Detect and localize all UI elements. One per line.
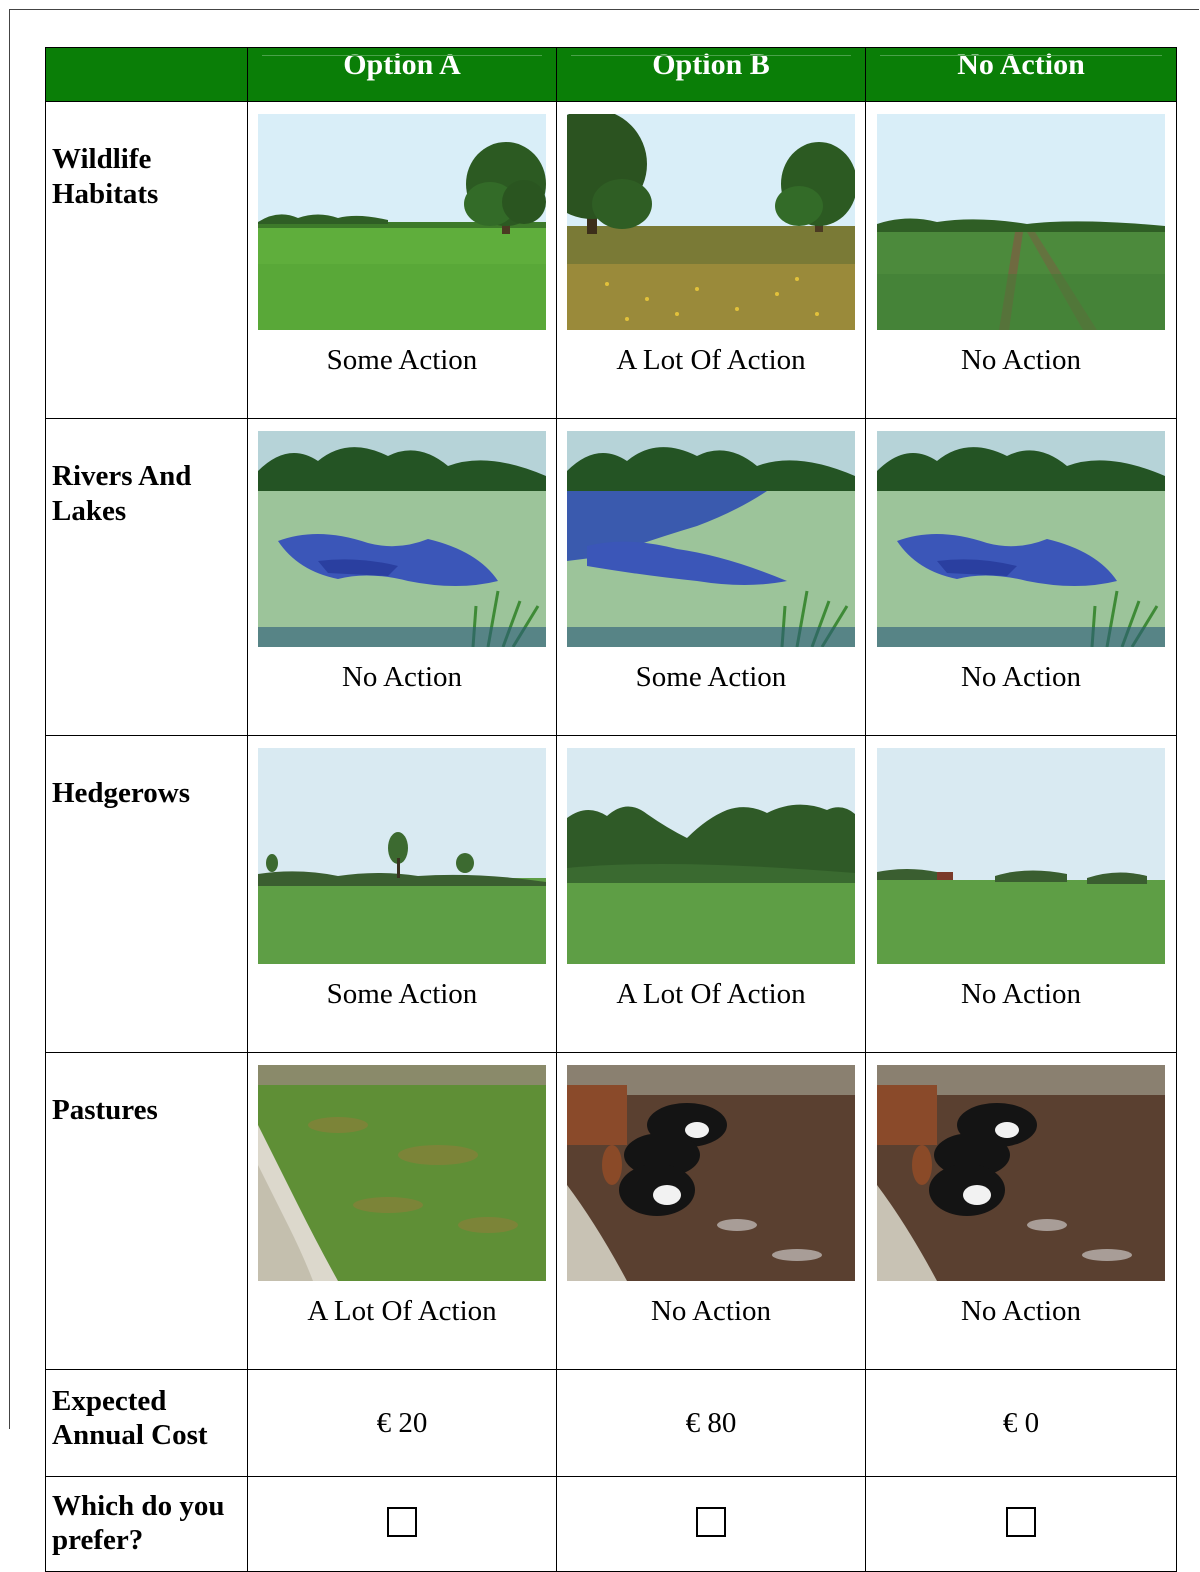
cost-no-action: € 0 [865,1369,1177,1477]
row-wildlife-habitats: Wildlife Habitats Some Action [45,101,1177,419]
header-option-b: Option B [556,47,866,102]
attribute-cell: Some Action [556,418,866,736]
attribute-cell: No Action [247,418,557,736]
grass-field-with-tree-photo [258,114,546,330]
row-pastures: Pastures A Lot Of Action [45,1052,1177,1370]
cost-option-a: € 20 [247,1369,557,1477]
attribute-cell: A Lot Of Action [247,1052,557,1370]
level-caption: No Action [960,978,1082,1010]
wheat-crop-field-photo [877,114,1165,330]
level-caption: A Lot Of Action [616,344,806,376]
attribute-cell: No Action [865,418,1177,736]
prefer-no-action-checkbox[interactable] [1006,1506,1036,1537]
level-caption: A Lot Of Action [307,1295,497,1327]
header-no-action: No Action [865,47,1177,102]
field-with-low-hedgerow-photo [877,748,1165,964]
level-caption: A Lot Of Action [616,978,806,1010]
level-caption: No Action [650,1295,772,1327]
partly-clear-lake-photo [567,431,855,647]
green-pasture-with-rocks-photo [258,1065,546,1281]
field-with-sparse-hedgerow-photo [258,748,546,964]
row-hedgerows: Hedgerows Some Action [45,735,1177,1053]
algae-covered-lake-photo [258,431,546,647]
attribute-cell: A Lot Of Action [556,101,866,419]
row-label: Rivers And Lakes [45,418,248,736]
algae-covered-lake-photo [877,431,1165,647]
level-caption: Some Action [326,978,478,1010]
choice-card-table: Option A Option B No Action Wildlife Hab… [45,47,1177,1572]
attribute-cell: A Lot Of Action [556,735,866,1053]
level-caption: No Action [960,344,1082,376]
header-corner [45,47,248,102]
prefer-option-a-checkbox[interactable] [387,1506,417,1537]
page-frame [9,9,1199,1429]
row-rivers-and-lakes: Rivers And Lakes No Action [45,418,1177,736]
preference-label: Which do you prefer? [45,1476,248,1572]
header-row: Option A Option B No Action [45,47,1177,102]
cost-label: Expected Annual Cost [45,1369,248,1477]
row-expected-annual-cost: Expected Annual Cost € 20 € 80 € 0 [45,1369,1177,1477]
attribute-cell: Some Action [247,101,557,419]
cattle-on-muddy-ground-photo [567,1065,855,1281]
preference-cell [247,1476,557,1572]
prefer-option-b-checkbox[interactable] [696,1506,726,1537]
attribute-cell: No Action [865,735,1177,1053]
attribute-cell: No Action [865,1052,1177,1370]
cattle-on-muddy-ground-photo [877,1065,1165,1281]
level-caption: No Action [341,661,463,693]
level-caption: No Action [960,661,1082,693]
level-caption: No Action [960,1295,1082,1327]
field-with-dense-hedgerow-photo [567,748,855,964]
cost-option-b: € 80 [556,1369,866,1477]
header-option-a: Option A [247,47,557,102]
attribute-cell: No Action [865,101,1177,419]
attribute-cell: Some Action [247,735,557,1053]
row-label: Pastures [45,1052,248,1370]
level-caption: Some Action [326,344,478,376]
row-label: Wildlife Habitats [45,101,248,419]
preference-cell [556,1476,866,1572]
row-preference: Which do you prefer? [45,1476,1177,1572]
attribute-cell: No Action [556,1052,866,1370]
wildflower-meadow-with-trees-photo [567,114,855,330]
row-label: Hedgerows [45,735,248,1053]
preference-cell [865,1476,1177,1572]
level-caption: Some Action [635,661,787,693]
